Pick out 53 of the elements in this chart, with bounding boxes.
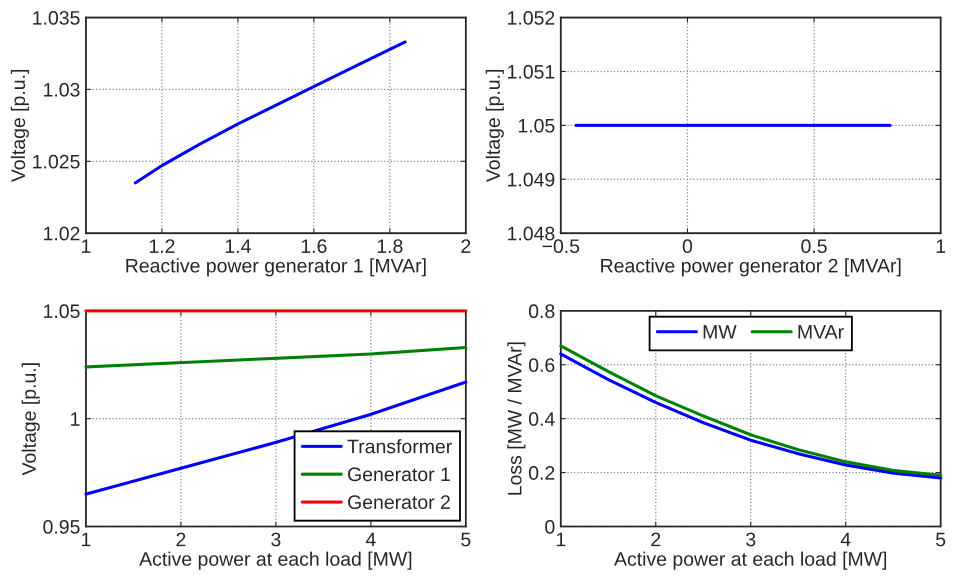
x-tick-label: 2 xyxy=(651,532,660,546)
x-tick-label: 4 xyxy=(840,532,851,546)
x-axis-title: Active power at each load [MW] xyxy=(139,552,412,570)
y-tick-label: 1.052 xyxy=(508,11,554,25)
x-tick-label: 5 xyxy=(936,532,946,546)
y-tick-label: 1.03 xyxy=(44,82,80,97)
legend-label: Generator 2 xyxy=(348,495,450,510)
x-tick-label: 3 xyxy=(746,532,756,546)
x-axis-title: Reactive power generator 1 [MVAr] xyxy=(126,258,426,276)
x-tick-label: 1.8 xyxy=(378,239,403,254)
x-tick-label: 5 xyxy=(461,532,470,546)
legend-label: MVAr xyxy=(798,325,844,339)
y-tick-label: 0.2 xyxy=(528,466,554,480)
x-tick-label: 4 xyxy=(366,532,376,546)
x-tick-label: 1 xyxy=(936,239,946,253)
y-axis-title: Voltage [p.u.] xyxy=(486,70,504,182)
x-axis-title: Reactive power generator 2 [MVAr] xyxy=(601,258,900,276)
x-tick-label: 0.5 xyxy=(801,239,827,254)
legend-label: MW xyxy=(704,325,737,339)
y-tick-label: 1.049 xyxy=(508,172,554,187)
x-tick-label: 2 xyxy=(176,532,186,546)
y-tick-label: 0.95 xyxy=(43,520,80,534)
y-axis-title: Voltage [p.u.] xyxy=(22,363,40,476)
x-tick-label: 1 xyxy=(82,532,90,546)
x-axis-title: Active power at each load [MW] xyxy=(614,552,886,570)
y-tick-label: 1.05 xyxy=(518,118,554,133)
legend-label: Transformer xyxy=(348,439,452,454)
y-tick-label: 0.8 xyxy=(528,304,554,318)
legend-label: Generator 1 xyxy=(348,467,450,482)
line-series xyxy=(84,346,468,368)
y-axis-title: Voltage [p.u.] xyxy=(10,70,29,182)
y-tick-label: 1.048 xyxy=(508,226,554,240)
x-tick-label: 1.2 xyxy=(150,239,174,253)
x-tick-label: −0.5 xyxy=(542,239,580,254)
x-tick-label: 3 xyxy=(271,532,280,546)
x-tick-label: 1 xyxy=(82,239,90,253)
x-tick-label: 1.4 xyxy=(226,239,251,253)
x-tick-label: 1.6 xyxy=(302,239,327,254)
y-tick-label: 1 xyxy=(71,412,80,426)
x-tick-label: 2 xyxy=(461,239,470,253)
y-axis-title: Loss [MW / MVAr] xyxy=(507,342,526,495)
y-tick-label: 1.025 xyxy=(33,154,80,169)
y-tick-label: 1.05 xyxy=(44,304,80,318)
y-tick-label: 0 xyxy=(545,520,554,534)
y-tick-label: 0.4 xyxy=(528,412,555,426)
line-series xyxy=(134,40,407,184)
line-series xyxy=(84,380,468,496)
y-tick-label: 0.6 xyxy=(528,358,554,372)
x-tick-label: 0 xyxy=(682,239,692,254)
x-tick-label: 1 xyxy=(556,532,566,546)
y-tick-label: 1.051 xyxy=(508,64,554,79)
y-tick-label: 1.02 xyxy=(44,226,80,240)
y-tick-label: 1.035 xyxy=(33,11,80,25)
